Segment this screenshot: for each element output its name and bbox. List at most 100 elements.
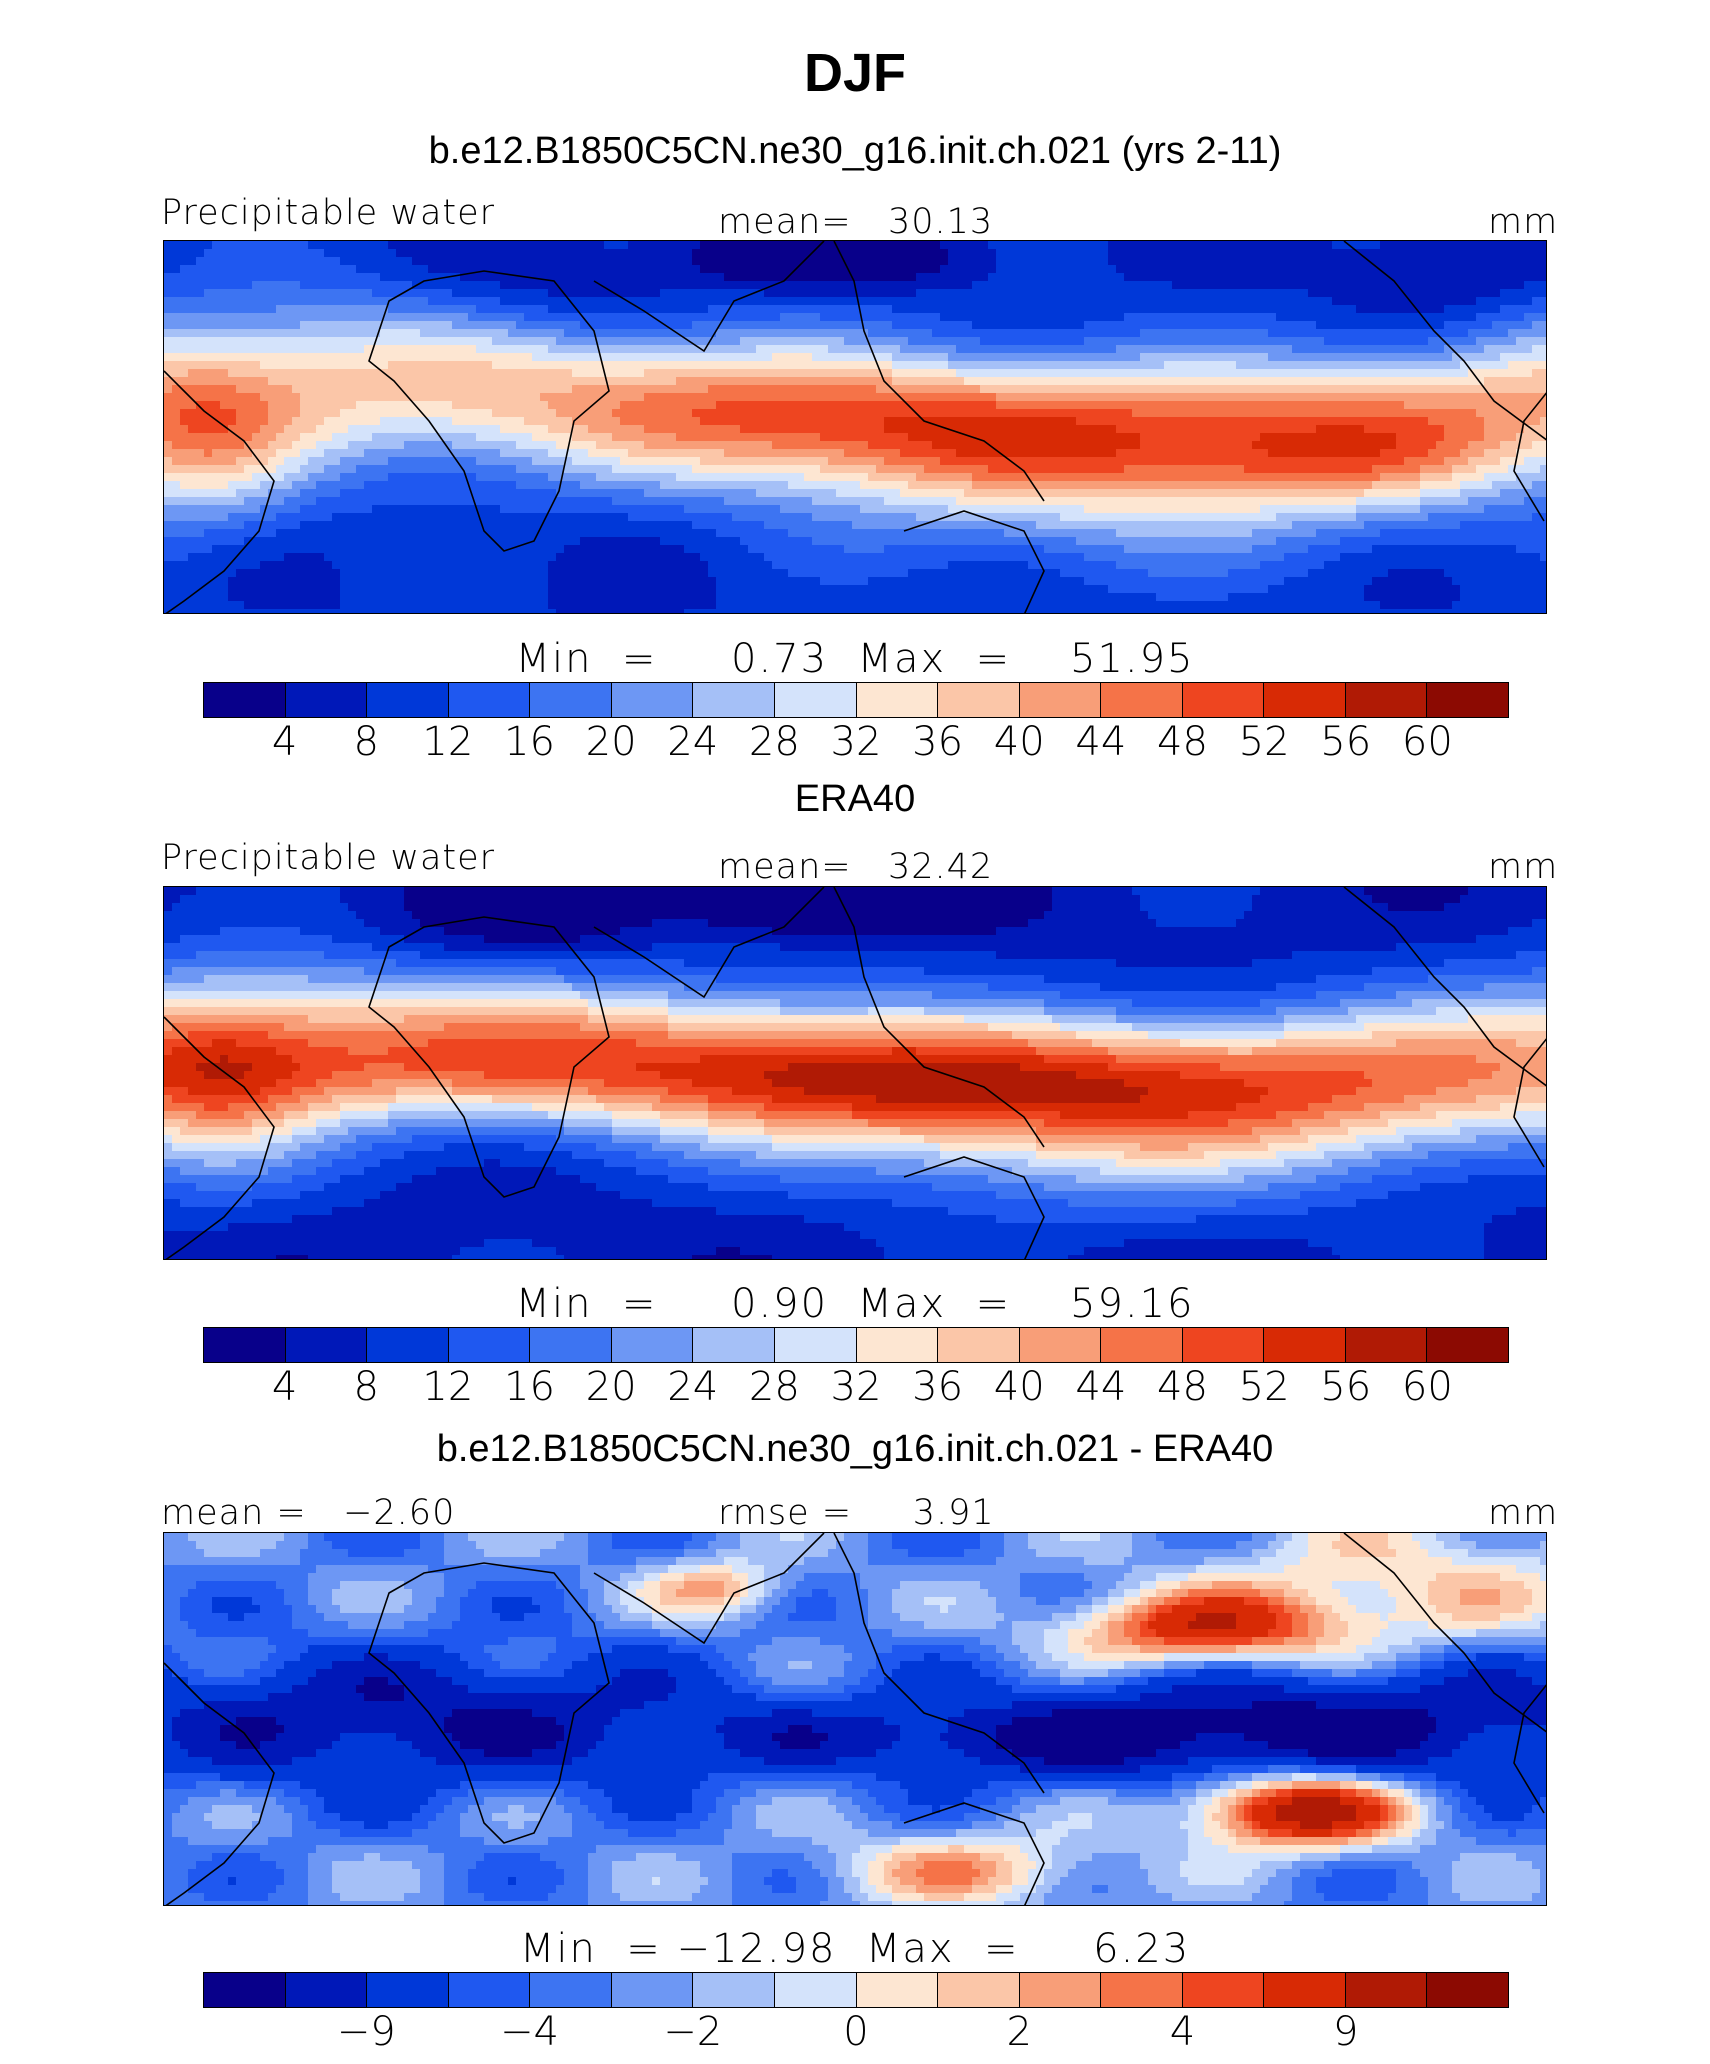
colorbar-swatch (693, 683, 775, 717)
colorbar-swatch (1182, 683, 1265, 717)
panel-2-left-label: Precipitable water (161, 838, 495, 878)
panel-2-title: ERA40 (0, 778, 1710, 821)
colorbar-tick-label: 60 (1402, 1364, 1453, 1410)
colorbar-swatch (448, 1973, 531, 2007)
colorbar-swatch (448, 1328, 531, 1362)
coastline (1513, 392, 1546, 522)
colorbar-swatch (1182, 1328, 1265, 1362)
colorbar-swatch (1345, 1973, 1428, 2007)
colorbar-swatch (938, 1328, 1020, 1362)
colorbar-swatch (530, 1973, 612, 2007)
colorbar-swatch (1427, 1973, 1508, 2007)
colorbar-swatch (856, 1328, 939, 1362)
colorbar-tick-label: 12 (422, 1364, 473, 1410)
colorbar-swatch (1019, 683, 1102, 717)
panel-1-map (163, 240, 1547, 614)
colorbar-swatch (1427, 1328, 1508, 1362)
colorbar-swatch (1264, 1328, 1346, 1362)
colorbar-tick-label: 56 (1320, 719, 1371, 765)
panel-1-mean-label: mean= 30.13 (718, 202, 993, 242)
colorbar-tick-label: −4 (500, 2009, 559, 2055)
coastline (1513, 1038, 1546, 1168)
colorbar-tick-label: 60 (1402, 719, 1453, 765)
colorbar-tick-label: 52 (1239, 719, 1290, 765)
colorbar-swatch (938, 1973, 1020, 2007)
colorbar-tick-label: 8 (354, 1364, 379, 1410)
colorbar-tick-label: 44 (1075, 719, 1126, 765)
colorbar-tick-label: −2 (663, 2009, 722, 2055)
colorbar-swatch (204, 683, 286, 717)
colorbar-tick-label: 24 (667, 719, 718, 765)
panel-1-minmax: Min = 0.73 Max = 51.95 (0, 636, 1710, 682)
colorbar-tick-label: 9 (1333, 2009, 1358, 2055)
coastline (368, 916, 610, 1198)
panel-1-title: b.e12.B1850C5CN.ne30_g16.init.ch.021 (yr… (0, 130, 1710, 173)
coastline (593, 1533, 825, 1645)
panel-3-map-field (164, 1533, 1546, 1905)
colorbar-tick-label: 56 (1320, 1364, 1371, 1410)
colorbar-tick-label: 32 (831, 719, 882, 765)
colorbar-tick-label: 2 (1007, 2009, 1032, 2055)
colorbar-swatch (693, 1328, 775, 1362)
colorbar-tick-label: 52 (1239, 1364, 1290, 1410)
panel-3-minmax: Min = −12.98 Max = 6.23 (0, 1926, 1710, 1972)
figure-title: DJF (0, 42, 1710, 104)
panel-2-map-field (164, 887, 1546, 1259)
panel-3-units: mm (1488, 1493, 1558, 1533)
colorbar-swatch (530, 1328, 612, 1362)
colorbar-swatch (204, 1328, 286, 1362)
panel-2-colorbar (203, 1327, 1509, 1363)
panel-1-units: mm (1488, 202, 1558, 242)
colorbar-tick-label: 28 (749, 719, 800, 765)
colorbar-swatch (611, 1328, 694, 1362)
colorbar-swatch (285, 683, 368, 717)
panel-3-title: b.e12.B1850C5CN.ne30_g16.init.ch.021 - E… (0, 1428, 1710, 1471)
colorbar-swatch (367, 1328, 449, 1362)
colorbar-swatch (611, 683, 694, 717)
coastline (368, 1562, 610, 1844)
colorbar-tick-label: 36 (912, 719, 963, 765)
colorbar-tick-label: 36 (912, 1364, 963, 1410)
colorbar-tick-label: 48 (1157, 1364, 1208, 1410)
panel-3-colorbar (203, 1972, 1509, 2008)
colorbar-tick-label: 48 (1157, 719, 1208, 765)
colorbar-swatch (1345, 683, 1428, 717)
coastline (903, 1802, 1045, 1905)
panel-2-mean-label: mean= 32.42 (718, 847, 993, 887)
colorbar-tick-label: 44 (1075, 1364, 1126, 1410)
coastline (903, 510, 1045, 613)
coastline (164, 370, 275, 613)
coastline (1343, 241, 1546, 441)
colorbar-swatch (856, 1973, 939, 2007)
colorbar-tick-label: 0 (843, 2009, 868, 2055)
colorbar-tick-label: 40 (994, 1364, 1045, 1410)
coastline (1343, 1533, 1546, 1733)
panel-3-rmse-label: rmse = 3.91 (718, 1493, 995, 1533)
colorbar-tick-label: 4 (272, 719, 297, 765)
colorbar-swatch (367, 1973, 449, 2007)
colorbar-swatch (856, 683, 939, 717)
coastline (833, 887, 1045, 1148)
coastline (1343, 887, 1546, 1087)
colorbar-tick-label: 28 (749, 1364, 800, 1410)
coastline (833, 241, 1045, 502)
colorbar-swatch (774, 1328, 857, 1362)
colorbar-swatch (530, 683, 612, 717)
panel-3-map (163, 1532, 1547, 1906)
colorbar-swatch (285, 1328, 368, 1362)
colorbar-tick-label: 12 (422, 719, 473, 765)
colorbar-tick-label: 16 (504, 719, 555, 765)
colorbar-tick-label: 4 (1170, 2009, 1195, 2055)
panel-1-colorbar (203, 682, 1509, 718)
colorbar-tick-label: 20 (586, 1364, 637, 1410)
colorbar-tick-label: 40 (994, 719, 1045, 765)
coastline (164, 1662, 275, 1905)
colorbar-swatch (285, 1973, 368, 2007)
colorbar-tick-label: 4 (272, 1364, 297, 1410)
colorbar-swatch (1264, 1973, 1346, 2007)
panel-1-left-label: Precipitable water (161, 193, 495, 233)
colorbar-tick-label: 32 (831, 1364, 882, 1410)
colorbar-swatch (1019, 1328, 1102, 1362)
coastline (368, 270, 610, 552)
colorbar-swatch (774, 1973, 857, 2007)
